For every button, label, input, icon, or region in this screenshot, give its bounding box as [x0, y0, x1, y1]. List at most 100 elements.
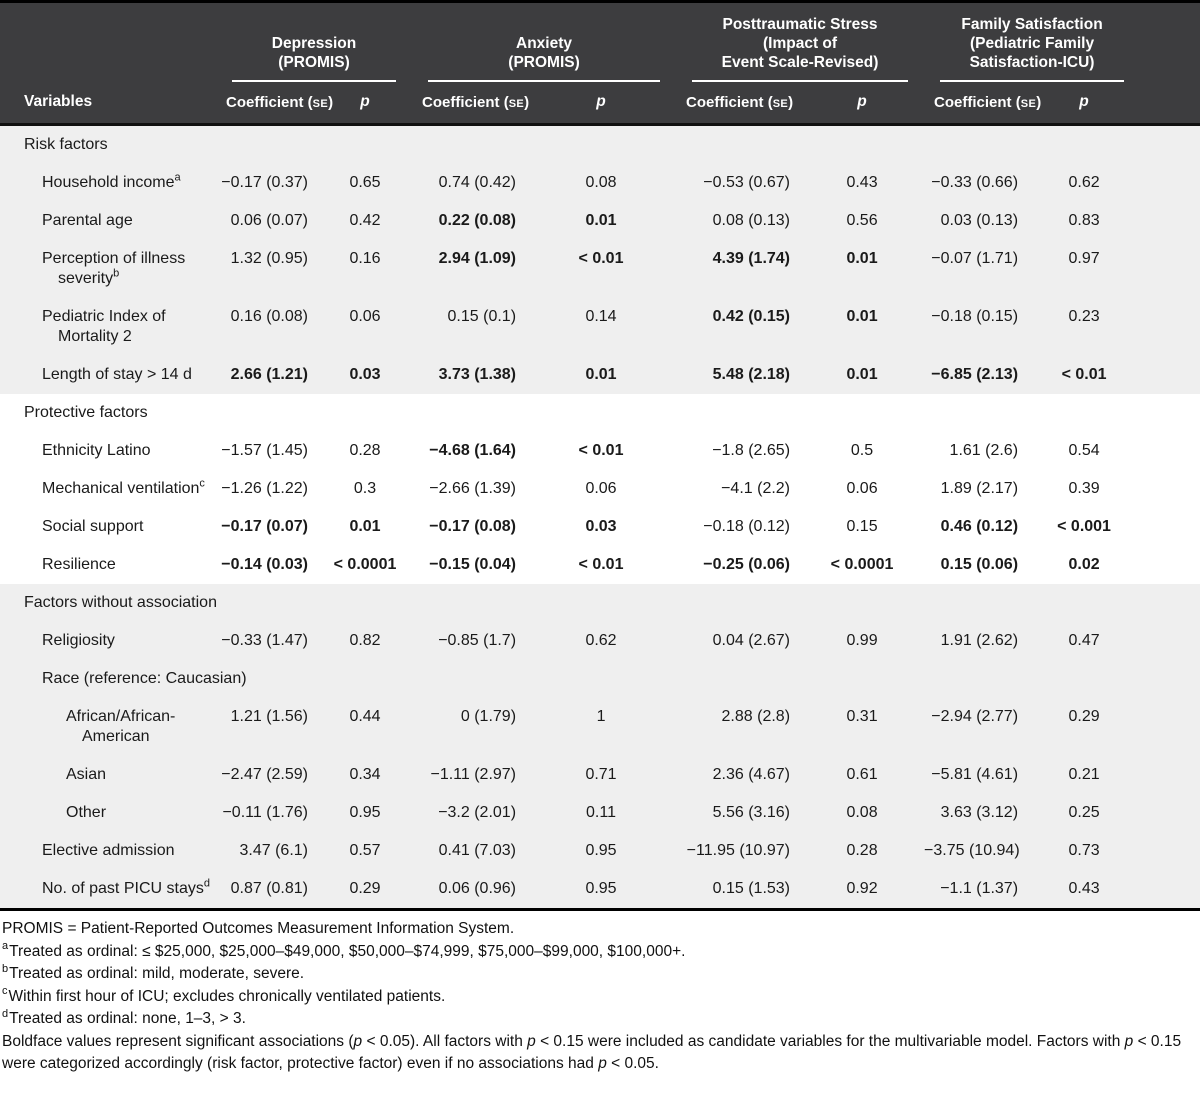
- section-header-row: Risk factors: [0, 124, 1200, 164]
- coefficient-cell: −1.1 (1.37): [924, 870, 1029, 908]
- row-label: Parental age: [0, 202, 216, 240]
- coefficient-cell: 0.42 (0.15): [676, 298, 801, 356]
- p-value-cell: 0.54: [1028, 432, 1141, 470]
- p-value-cell: 0.01: [318, 508, 413, 546]
- p-value-cell: 0.34: [318, 756, 413, 794]
- coefficient-cell: −0.17 (0.08): [412, 508, 527, 546]
- p-value-cell: 0.06: [800, 470, 925, 508]
- p-value-cell: < 0.01: [526, 240, 677, 298]
- coefficient-cell: 1.61 (2.6): [924, 432, 1029, 470]
- p-value-cell: 0.06: [318, 298, 413, 356]
- group-title-family-satisfaction: Family Satisfaction (Pediatric Family Sati…: [940, 3, 1125, 82]
- spacer-cell: [1140, 202, 1200, 240]
- footnote: dTreated as ordinal: none, 1–3, > 3.: [2, 1007, 246, 1027]
- spacer-cell: [1140, 356, 1200, 394]
- p-value-cell: < 0.01: [526, 432, 677, 470]
- spacer-cell: [1140, 622, 1200, 660]
- coefficient-cell: −0.33 (0.66): [924, 164, 1029, 202]
- p-value-cell: 0.5: [800, 432, 925, 470]
- coefficient-cell: 0.04 (2.67): [676, 622, 801, 660]
- coefficient-cell: −0.14 (0.03): [216, 546, 318, 584]
- coefficient-cell: 4.39 (1.74): [676, 240, 801, 298]
- p-value-cell: 0.15: [800, 508, 925, 546]
- table-row: Resilience −0.14 (0.03) < 0.0001 −0.15 (0.0…: [0, 546, 1200, 584]
- p-value-cell: < 0.001: [1028, 508, 1141, 546]
- coefficient-cell: 2.88 (2.8): [676, 698, 801, 756]
- coefficient-cell: −0.07 (1.71): [924, 240, 1029, 298]
- sub-header-row: Coefficient (SE) p Coefficient (SE) p Co…: [0, 82, 1200, 126]
- row-label: Mechanical ventilationc: [0, 470, 216, 508]
- coefficient-cell: 2.36 (4.67): [676, 756, 801, 794]
- p-value-cell: 0.97: [1028, 240, 1141, 298]
- p-value-cell: 0.29: [1028, 698, 1141, 756]
- coefficient-cell: 0.15 (0.06): [924, 546, 1029, 584]
- coefficient-cell: −0.11 (1.76): [216, 794, 318, 832]
- p-value-cell: 0.31: [800, 698, 925, 756]
- section-label: Factors without association: [0, 584, 1200, 622]
- section-label: Protective factors: [0, 394, 1200, 432]
- table-row: Length of stay > 14 d 2.66 (1.21) 0.03 3.73…: [0, 356, 1200, 394]
- coefficient-cell: 2.94 (1.09): [412, 240, 527, 298]
- coefficient-cell: −0.33 (1.47): [216, 622, 318, 660]
- p-value-cell: < 0.01: [526, 546, 677, 584]
- coefficient-cell: −0.15 (0.04): [412, 546, 527, 584]
- row-label: Pediatric Index of Mortality 2: [0, 298, 216, 356]
- coefficient-cell: 0.87 (0.81): [216, 870, 318, 908]
- p-value-cell: 0.02: [1028, 546, 1141, 584]
- multivariable-regression-table: Variables Depression (PROMIS) Anxiety (PRO…: [0, 0, 1200, 908]
- section-header-row: Factors without association: [0, 584, 1200, 622]
- coefficient-cell: −0.17 (0.07): [216, 508, 318, 546]
- p-value-cell: 0.83: [1028, 202, 1141, 240]
- coefficient-cell: 0.41 (7.03): [412, 832, 527, 870]
- p-value-cell: 0.01: [800, 298, 925, 356]
- coefficient-cell: −2.47 (2.59): [216, 756, 318, 794]
- p-value-cell: 0.28: [800, 832, 925, 870]
- spacer-cell: [1140, 164, 1200, 202]
- table-row: Pediatric Index of Mortality 2 0.16 (0.08…: [0, 298, 1200, 356]
- coefficient-se-header: Coefficient (SE): [924, 82, 1041, 126]
- coefficient-cell: −11.95 (10.97): [676, 832, 801, 870]
- p-value-cell: 0.03: [526, 508, 677, 546]
- p-value-cell: 0.21: [1028, 756, 1141, 794]
- p-value-cell: 0.01: [800, 240, 925, 298]
- coefficient-cell: 1.91 (2.62): [924, 622, 1029, 660]
- p-value-cell: 0.42: [318, 202, 413, 240]
- table-row: Household incomea −0.17 (0.37) 0.65 0.74 (0…: [0, 164, 1200, 202]
- spacer-cell: [1140, 870, 1200, 908]
- row-label: Household incomea: [0, 164, 216, 202]
- row-label: Ethnicity Latino: [0, 432, 216, 470]
- coefficient-cell: 2.66 (1.21): [216, 356, 318, 394]
- spacer-cell: [1140, 832, 1200, 870]
- spacer-cell: [1140, 240, 1200, 298]
- row-label: Asian: [0, 756, 216, 794]
- coefficient-cell: 1.32 (0.95): [216, 240, 318, 298]
- p-value-cell: 0.28: [318, 432, 413, 470]
- footnote: bTreated as ordinal: mild, moderate, sev…: [2, 962, 305, 982]
- p-value-cell: 0.08: [526, 164, 677, 202]
- coefficient-cell: 1.89 (2.17): [924, 470, 1029, 508]
- coefficient-se-header: Coefficient (SE): [412, 82, 529, 126]
- p-value-cell: 0.62: [1028, 164, 1141, 202]
- row-label: African/African-American: [0, 698, 216, 756]
- variables-column-header: Variables: [0, 1, 216, 126]
- row-label: Elective admission: [0, 832, 216, 870]
- table-row: Race (reference: Caucasian): [0, 660, 1200, 698]
- coefficient-se-header: Coefficient (SE): [676, 82, 801, 126]
- table-row: Perception of illness severityb 1.32 (0.9…: [0, 240, 1200, 298]
- p-header: p: [318, 82, 413, 126]
- p-value-cell: < 0.0001: [318, 546, 413, 584]
- coefficient-cell: −0.17 (0.37): [216, 164, 318, 202]
- p-value-cell: 0.39: [1028, 470, 1141, 508]
- coefficient-cell: −1.11 (2.97): [412, 756, 527, 794]
- spacer-cell: [1140, 546, 1200, 584]
- p-value-cell: 0.16: [318, 240, 413, 298]
- p-value-cell: 1: [526, 698, 677, 756]
- row-label: No. of past PICU staysd: [0, 870, 216, 908]
- p-value-cell: 0.65: [318, 164, 413, 202]
- header-spacer: [1140, 1, 1200, 126]
- coefficient-cell: 0.22 (0.08): [412, 202, 527, 240]
- footnote: cWithin first hour of ICU; excludes chro…: [2, 985, 446, 1005]
- p-value-cell: 0.73: [1028, 832, 1141, 870]
- spacer-cell: [1140, 470, 1200, 508]
